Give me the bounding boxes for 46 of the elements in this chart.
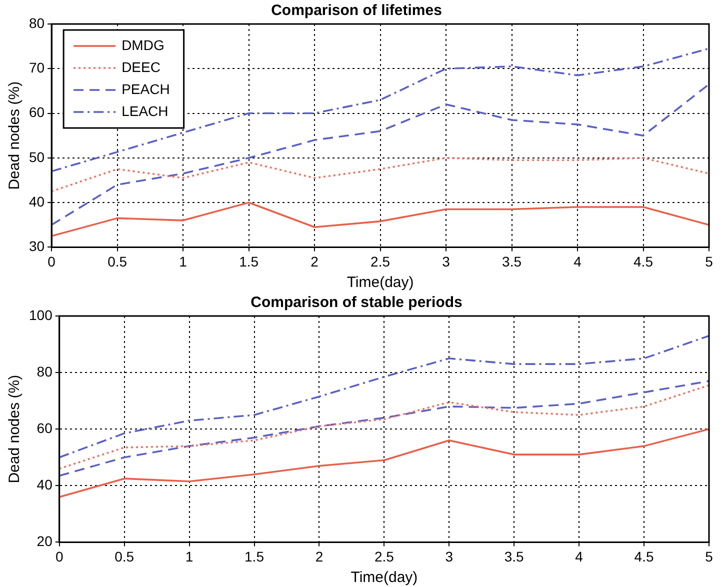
legend-label: DMDG	[122, 36, 164, 53]
x-tick-label: 1.5	[239, 253, 259, 270]
y-axis-title: Dead nodes (%)	[6, 374, 24, 484]
x-tick-label: 0	[48, 253, 56, 270]
chart-title: Comparison of stable periods	[250, 294, 462, 312]
y-tick-label: 40	[28, 193, 45, 210]
y-tick-label: 70	[28, 60, 45, 76]
legend-label: PEACH	[122, 80, 170, 97]
x-tick-label: 2.5	[370, 253, 390, 270]
x-tick-label: 0	[55, 548, 64, 564]
y-tick-label: 80	[36, 363, 53, 380]
x-tick-label: 1	[179, 253, 188, 270]
x-tick-label: 3	[445, 548, 454, 564]
y-tick-label: 40	[36, 476, 53, 493]
y-tick-label: 100	[29, 306, 53, 323]
x-tick-label: 4.5	[634, 253, 654, 270]
y-tick-label: 20	[36, 533, 53, 550]
y-axis-title: Dead nodes (%)	[6, 81, 24, 190]
line-series	[59, 334, 709, 458]
x-tick-label: 1	[185, 548, 194, 564]
y-tick-label: 50	[28, 148, 45, 165]
x-tick-label: 4	[575, 548, 584, 564]
line-series	[52, 83, 709, 226]
x-tick-label: 5	[705, 253, 714, 270]
x-tick-label: 5	[705, 548, 714, 564]
y-tick-label: 60	[28, 104, 45, 120]
x-tick-label: 3	[442, 253, 450, 270]
x-tick-label: 0.5	[108, 253, 128, 270]
x-tick-label: 0.5	[114, 548, 134, 564]
y-tick-label: 60	[36, 420, 53, 436]
y-tick-label: 80	[28, 14, 45, 31]
x-axis-title: Time(day)	[350, 569, 418, 586]
x-tick-label: 3.5	[504, 548, 524, 564]
x-tick-label: 2.5	[374, 548, 394, 564]
x-tick-label: 1.5	[244, 548, 264, 564]
x-axis-title: Time(day)	[346, 274, 414, 292]
x-tick-label: 2	[310, 253, 319, 270]
x-tick-label: 4	[574, 253, 582, 270]
legend-label: DEEC	[122, 58, 160, 75]
legend-label: LEACH	[122, 102, 168, 119]
x-tick-label: 4.5	[634, 548, 654, 564]
chart-title: Comparison of lifetimes	[271, 2, 442, 20]
y-tick-label: 30	[28, 238, 45, 254]
x-tick-label: 3.5	[502, 253, 522, 270]
x-tick-label: 2	[315, 548, 324, 564]
line-series	[52, 157, 709, 192]
